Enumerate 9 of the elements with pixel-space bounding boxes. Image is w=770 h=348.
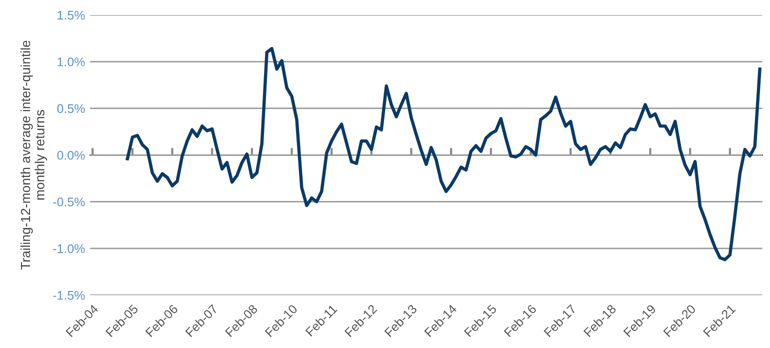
y-tick-label: 1.5%	[58, 10, 85, 20]
y-tick-label: 0.0%	[57, 150, 85, 160]
y-axis-title: Trailing-12-month average inter-quintile monthly returns	[20, 40, 48, 270]
y-tick-label: 1.0%	[58, 57, 85, 66]
y-tick-label: -1.5%	[53, 290, 85, 300]
line-series	[126, 46, 762, 262]
y-tick-label: -0.5%	[53, 198, 85, 206]
y-tick-label: 0.5%	[57, 104, 85, 113]
y-tick-label: -1.0%	[53, 244, 85, 254]
